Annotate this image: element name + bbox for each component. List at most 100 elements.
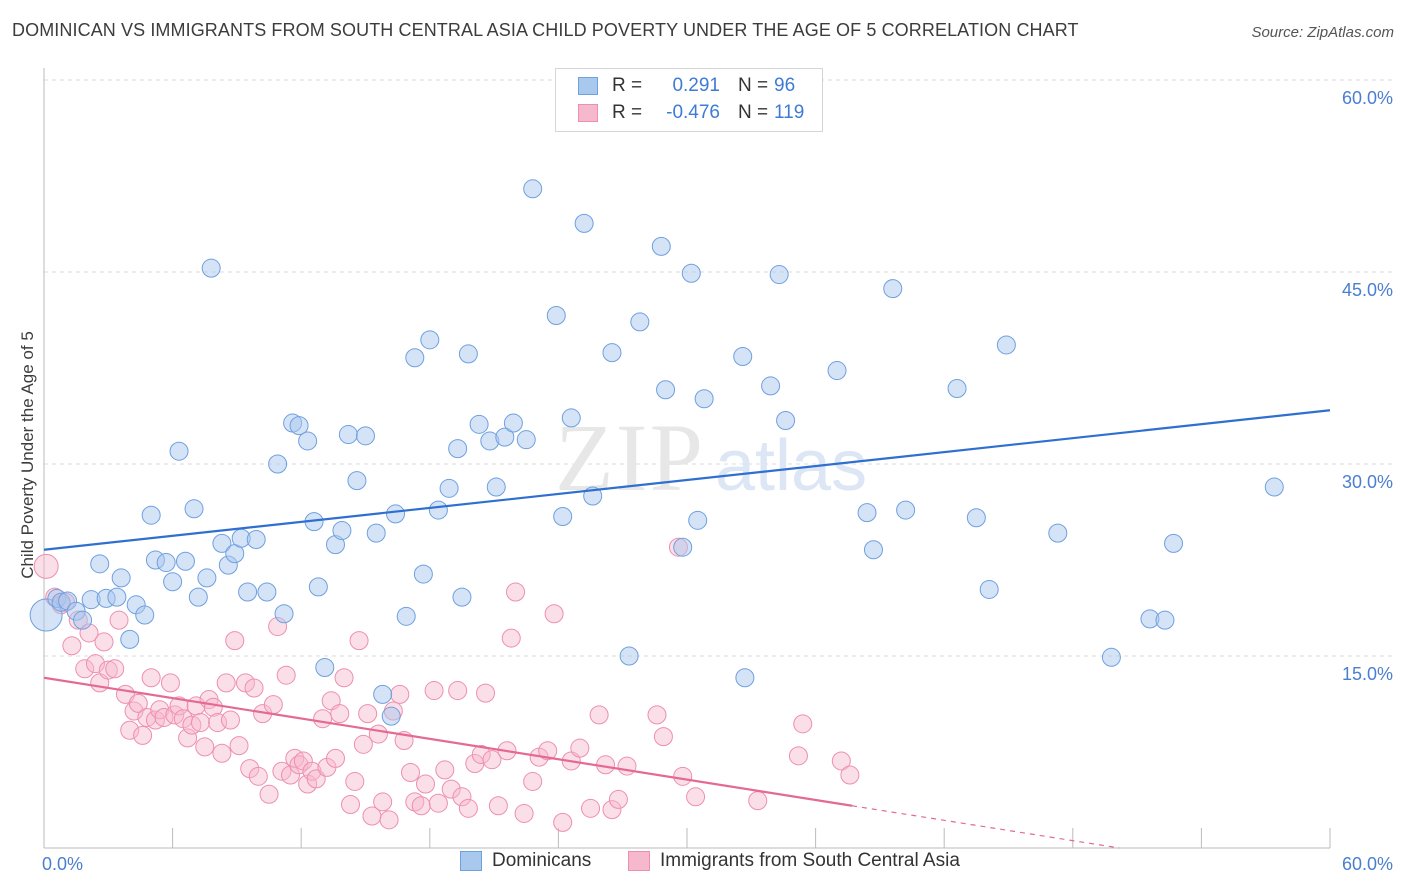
immigrants-point <box>458 798 478 818</box>
watermark-atlas: atlas <box>715 426 867 506</box>
y-tick-label: 30.0% <box>1342 472 1393 492</box>
immigrants-point <box>788 746 808 766</box>
dominicans-point <box>356 426 375 446</box>
immigrants-point <box>248 766 268 786</box>
n-label: N = <box>738 75 769 96</box>
dominicans-point <box>169 441 189 461</box>
dominicans-point <box>448 439 468 459</box>
dominicans-point <box>246 530 266 550</box>
immigrants-point <box>411 796 431 816</box>
dominicans-point <box>405 348 425 368</box>
immigrants-point <box>428 793 448 813</box>
immigrants-point <box>203 697 223 717</box>
immigrants-trend-line <box>43 676 853 807</box>
dominicans-point <box>602 343 622 363</box>
dominicans-point <box>274 604 294 624</box>
series-legend: Dominicans Immigrants from South Central… <box>0 850 1406 878</box>
immigrants-point <box>647 705 667 725</box>
immigrants-point <box>141 668 161 688</box>
dominicans-point <box>338 425 358 445</box>
dominicans-point <box>947 378 967 398</box>
dominicans-point <box>574 213 594 233</box>
immigrants-point <box>109 610 129 630</box>
dominicans-point <box>776 410 796 430</box>
immigrants-point <box>686 787 706 807</box>
dominicans-point <box>495 427 515 447</box>
immigrants-point <box>229 736 249 756</box>
dominicans-point <box>386 504 406 524</box>
dominicans-point <box>733 346 753 366</box>
immigrants-point <box>190 713 210 733</box>
dominicans-point <box>163 572 183 592</box>
immigrants-point <box>471 745 491 765</box>
dominicans-point <box>979 579 999 599</box>
dominicans-point <box>238 582 258 602</box>
immigrants-point <box>353 734 373 754</box>
trend-lines <box>43 409 1331 849</box>
immigrants-point <box>538 741 558 761</box>
dominicans-point <box>381 706 401 726</box>
immigrants-point <box>128 693 148 713</box>
immigrants-point <box>368 724 388 744</box>
dominicans-point <box>1048 523 1068 543</box>
dominicans-point <box>996 335 1016 355</box>
legend-item-immigrants[interactable]: Immigrants from South Central Asia <box>628 850 960 872</box>
pink-swatch <box>578 104 598 122</box>
immigrants-point <box>225 631 245 651</box>
immigrants-point <box>373 792 393 812</box>
dominicans-point <box>268 454 288 474</box>
immigrants-point <box>488 796 508 816</box>
dominicans-point <box>735 668 755 688</box>
dominicans-point <box>289 416 309 436</box>
dominicans-point <box>197 568 217 588</box>
dominicans-point <box>863 540 883 560</box>
immigrants-point <box>160 673 180 693</box>
y-tick-label: 15.0% <box>1342 664 1393 684</box>
y-tick-labels: 15.0% 30.0% 45.0% 60.0% <box>1342 88 1393 684</box>
dominicans-point <box>373 684 393 704</box>
immigrants-point <box>390 684 410 704</box>
dominicans-point <box>366 523 386 543</box>
dominicans-point <box>769 265 789 285</box>
immigrants-point <box>263 695 283 715</box>
n-value: 119 <box>774 102 805 123</box>
immigrants-point <box>75 659 95 679</box>
immigrants-point <box>216 673 236 693</box>
immigrants-point <box>441 779 461 799</box>
blue-swatch <box>460 851 482 871</box>
immigrants-point <box>452 787 472 807</box>
dominicans-point <box>188 587 208 607</box>
immigrants-point <box>544 604 564 624</box>
immigrants-point <box>435 760 455 780</box>
dominicans-point <box>630 312 650 332</box>
dominicans-point <box>694 389 714 409</box>
legend-item-dominicans[interactable]: Dominicans <box>460 850 591 872</box>
dominicans-point <box>135 605 155 625</box>
n-value: 96 <box>774 75 796 96</box>
x-tick-labels: 0.0% 60.0% <box>42 854 1393 874</box>
immigrants-point <box>195 737 215 757</box>
r-value: 0.291 <box>672 75 720 96</box>
dominicans-point <box>1101 647 1121 667</box>
immigrants-point <box>748 791 768 811</box>
dominicans-point <box>201 258 221 278</box>
y-axis-label: Child Poverty Under the Age of 5 <box>18 331 37 579</box>
immigrants-point <box>608 789 628 809</box>
dominicans-point <box>298 431 318 451</box>
immigrants-point <box>244 678 264 698</box>
dominicans-point <box>486 477 506 497</box>
dominicans-point <box>175 551 195 571</box>
dominicans-point <box>315 658 335 678</box>
dominicans-point <box>413 564 433 584</box>
immigrants-point <box>401 762 421 782</box>
axes <box>43 68 1331 849</box>
dominicans-point <box>396 606 416 626</box>
immigrants-point <box>476 683 496 703</box>
dominicans-point <box>516 430 536 450</box>
dominicans-point <box>332 521 352 541</box>
y-tick-label: 60.0% <box>1342 88 1393 108</box>
y-tick-label: 45.0% <box>1342 280 1393 300</box>
n-label: N = <box>738 102 769 123</box>
immigrants-point <box>581 798 601 818</box>
